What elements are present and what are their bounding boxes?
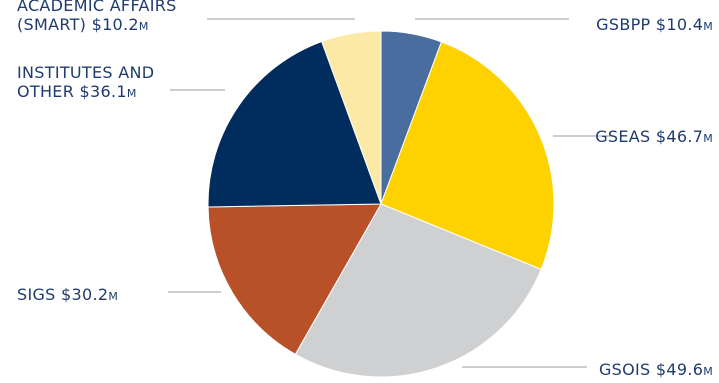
pie-slices (207, 30, 555, 378)
pie-slice-academic-affairs (321, 30, 382, 205)
slice-label-gsbpp: GSBPP $10.4M (596, 15, 713, 34)
pie-slice-institutes-and (207, 40, 382, 208)
slice-label-gsois: GSOIS $49.6M (599, 360, 713, 379)
slice-label-sigs: SIGS $30.2M (17, 285, 118, 304)
leader-lines (168, 18, 611, 368)
slice-labels: GSBPP $10.4M GSEAS $46.7M GSOIS $49.6M SIGS… (17, 0, 713, 379)
pie-slice-sigs (207, 203, 382, 355)
slice-label-institutes-and: INSTITUTES AND OTHER $36.1M (17, 63, 154, 101)
slice-label-academic-affairs: ACADEMIC AFFAIRS (SMART) $10.2M (17, 0, 177, 34)
slice-label-gseas: GSEAS $46.7M (595, 127, 713, 146)
pie-slice-gseas (380, 41, 555, 271)
